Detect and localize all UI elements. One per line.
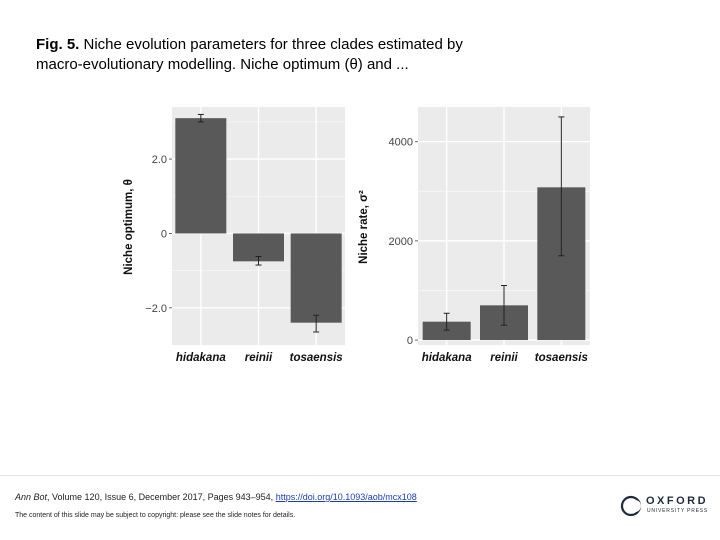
logo-name: OXFORD (646, 495, 709, 507)
chart-panel-2: 0 2000 4000 hidakana reinii tosaensis Niche ra… (358, 107, 590, 364)
x-tick-label: hidakana (176, 352, 226, 364)
caption-line-1: Niche evolution parameters for three cla… (79, 36, 463, 53)
figure-chart: −2.0 0 2.0 hidakana reinii tosaensis Niche opt… (123, 107, 590, 364)
y-tick-label: 4000 (389, 137, 413, 149)
bar-hidakana (422, 321, 471, 341)
y-axis-label: Niche rate, σ² (358, 190, 370, 264)
oxford-logo-icon (620, 495, 642, 517)
logo-press: UNIVERSITY PRESS (647, 508, 709, 514)
x-tick-label: tosaensis (535, 352, 588, 364)
citation-text: , Volume 120, Issue 6, December 2017, Pa… (47, 492, 276, 502)
x-tick-label: reinii (245, 352, 273, 364)
y-tick-label: 2000 (389, 236, 413, 248)
y-tick-label: −2.0 (145, 303, 167, 315)
x-tick-label: hidakana (422, 352, 472, 364)
y-axis-label: Niche optimum, θ (123, 179, 135, 275)
bar-hidakana (175, 118, 227, 234)
footer-divider (0, 475, 720, 476)
x-tick-label: reinii (490, 352, 518, 364)
y-tick-label: 0 (161, 228, 167, 240)
chart-panel-1: −2.0 0 2.0 hidakana reinii tosaensis Niche opt… (123, 107, 345, 364)
copyright-notice: The content of this slide may be subject… (15, 512, 296, 519)
x-tick-label: tosaensis (290, 352, 343, 364)
oxford-logo: OXFORD UNIVERSITY PRESS (620, 494, 710, 518)
caption-line-2: macro-evolutionary modelling. Niche opti… (36, 56, 409, 73)
bar-tosaensis (290, 233, 342, 323)
citation-line: Ann Bot, Volume 120, Issue 6, December 2… (15, 492, 417, 502)
y-tick-label: 2.0 (152, 154, 167, 166)
figure-caption: Fig. 5. Niche evolution parameters for t… (36, 35, 596, 75)
doi-link[interactable]: https://doi.org/10.1093/aob/mcx108 (275, 492, 417, 502)
caption-lead: Fig. 5. (36, 36, 80, 53)
y-tick-label: 0 (407, 335, 413, 347)
journal-name: Ann Bot (15, 492, 48, 502)
